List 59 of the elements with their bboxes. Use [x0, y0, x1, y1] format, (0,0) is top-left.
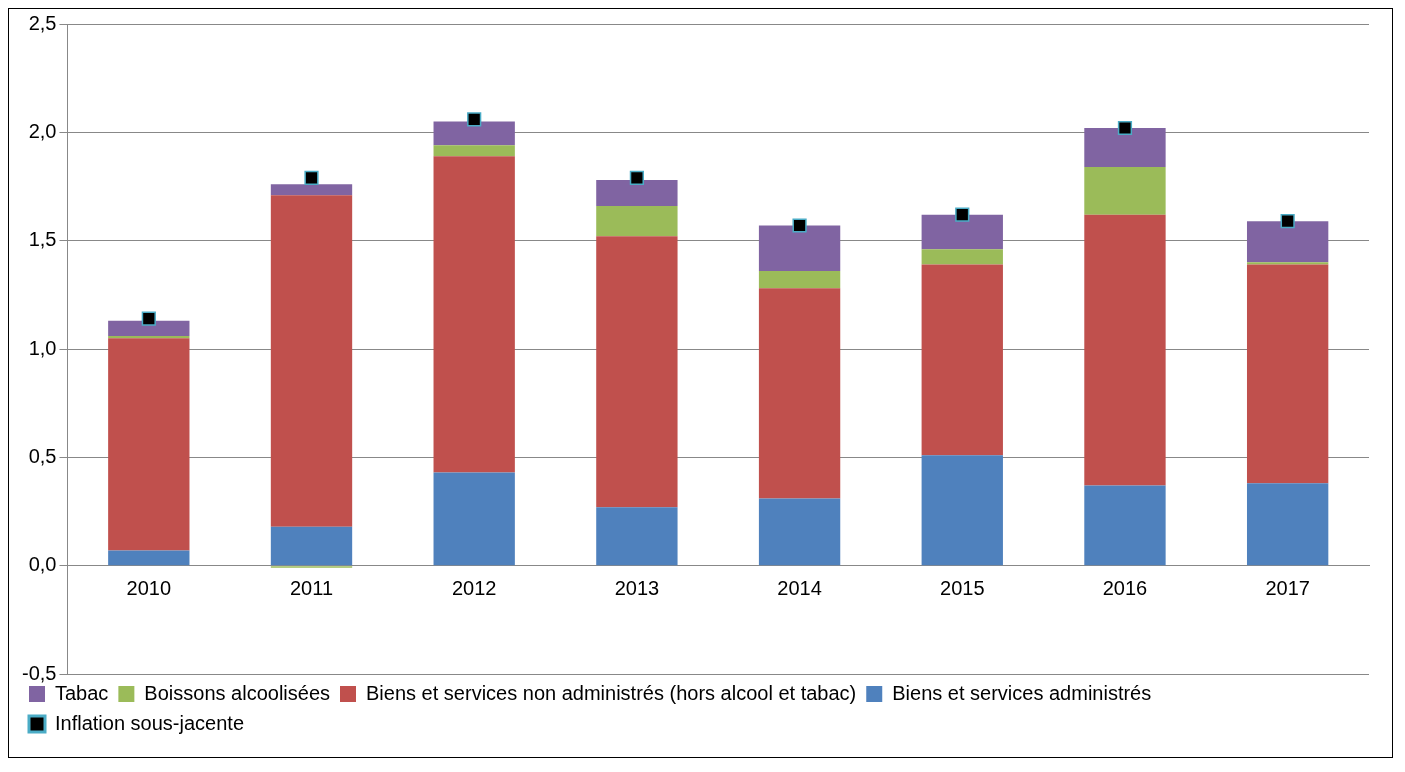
legend-label: Tabac [55, 681, 109, 704]
bar [433, 145, 515, 157]
bar [921, 455, 1003, 566]
y-tick-label: 2,5 [28, 11, 57, 34]
legend-label: Inflation sous-jacente [55, 711, 245, 734]
x-tick-label: 2013 [614, 577, 660, 600]
point [467, 112, 482, 127]
x-tick-label: 2016 [1102, 577, 1148, 600]
x-tick-label: 2012 [451, 577, 497, 600]
bar [433, 472, 515, 566]
x-tick-label: 2014 [777, 577, 822, 600]
x-tick-label: 2017 [1265, 577, 1310, 600]
bar [758, 288, 841, 499]
bar [108, 320, 190, 336]
y-tick-label: 1,0 [28, 336, 57, 359]
bar [758, 225, 841, 271]
bar [108, 336, 190, 339]
bar [596, 206, 678, 237]
bar [1246, 221, 1329, 263]
point [792, 218, 807, 233]
point [629, 170, 644, 185]
point [955, 207, 970, 222]
bar [596, 507, 678, 566]
legend-label: Biens et services administrés [892, 681, 1152, 704]
bar [758, 498, 841, 566]
bar [1246, 264, 1329, 484]
point [304, 170, 319, 185]
bar [921, 214, 1003, 250]
bar [596, 180, 678, 206]
legend-label: Boissons alcoolisées [144, 681, 331, 704]
bar [270, 184, 353, 196]
x-tick-label: 2011 [289, 577, 334, 600]
bar [596, 236, 678, 508]
bar [1246, 262, 1329, 265]
point [1117, 120, 1133, 136]
bar [921, 264, 1003, 456]
y-tick-label: -0,5 [21, 661, 57, 684]
y-tick-label: 0,0 [28, 553, 57, 576]
bar [1084, 167, 1166, 215]
bar [270, 195, 353, 527]
x-tick-label: 2015 [940, 577, 985, 600]
bar [1246, 483, 1329, 566]
bar [758, 271, 841, 289]
bar [433, 121, 515, 146]
point [1280, 214, 1295, 229]
bar [1084, 214, 1166, 486]
x-tick-label: 2010 [126, 577, 172, 600]
bar [270, 526, 353, 566]
bar [433, 156, 515, 473]
bar [921, 249, 1003, 265]
bar [1084, 128, 1166, 167]
y-tick-label: 2,0 [28, 119, 57, 142]
bar [108, 550, 190, 566]
legend-label: Biens et services non administrés (hors alcool et tabac) [366, 681, 857, 704]
y-tick-label: 0,5 [28, 444, 57, 467]
y-tick-label: 1,5 [28, 228, 57, 251]
bar [1084, 485, 1166, 566]
bar [108, 338, 190, 551]
point [141, 311, 156, 326]
